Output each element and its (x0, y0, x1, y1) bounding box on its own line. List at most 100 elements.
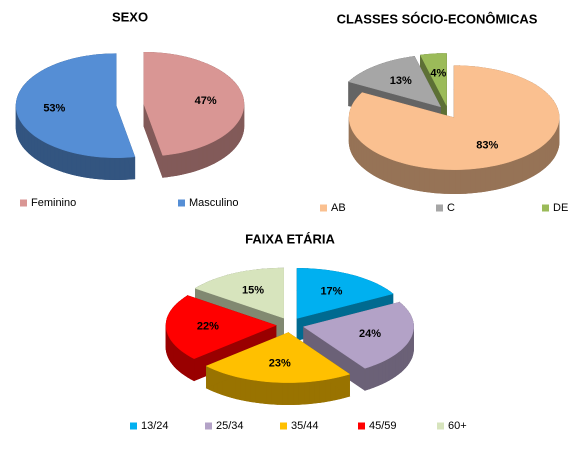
slice-side-face (245, 378, 252, 403)
slice-side-face (114, 157, 121, 180)
slice-side-face (171, 153, 178, 177)
slice-side-face (76, 153, 82, 177)
slice-side-face (522, 155, 527, 182)
data-label: 15% (242, 284, 264, 296)
slice-side-face (439, 168, 446, 194)
slice-side-face (460, 169, 467, 194)
slice-side-face (250, 379, 257, 403)
slice (348, 65, 560, 170)
slice-side-face (470, 168, 477, 194)
slice-side-face (176, 345, 180, 372)
chart-title: SEXO (112, 9, 148, 24)
legend-label: 35/44 (291, 420, 319, 432)
legend-swatch (320, 204, 327, 212)
slice-side-face (387, 157, 393, 185)
slice-side-face (419, 166, 425, 192)
chart-title: CLASSES SÓCIO-ECONÔMICAS (337, 11, 538, 26)
slice-side-face (276, 382, 284, 405)
slice (348, 56, 442, 108)
legend-swatch (542, 204, 549, 212)
slice-side-face (119, 157, 126, 181)
slice-side-face (377, 361, 383, 387)
slice-side-face (409, 164, 416, 191)
slice-side-face (517, 156, 523, 184)
slice-side-face (194, 147, 200, 172)
slice (303, 301, 414, 369)
slice-side-face (40, 139, 45, 165)
slice-side-face (95, 156, 101, 180)
slice-side-face (500, 162, 506, 189)
slice-side-face (449, 169, 456, 195)
slice-side-face (309, 380, 316, 405)
slice-side-face (210, 140, 215, 166)
slice-side-face (67, 150, 73, 175)
slice-side-face (240, 377, 247, 402)
legend-label: 60+ (448, 420, 467, 432)
slice-side-face (364, 366, 370, 391)
slice-side-face (373, 363, 379, 388)
slice-side-face (287, 382, 294, 405)
slice-side-face (50, 144, 56, 170)
slice-side-face (392, 353, 396, 379)
slice-side-face (190, 148, 196, 173)
data-label: 47% (195, 95, 217, 107)
slice-side-face (513, 158, 519, 185)
legend-label: AB (331, 202, 346, 214)
slice-side-face (385, 357, 390, 383)
slice-side-face (400, 162, 406, 189)
slice-side-face (529, 151, 534, 179)
slice-side-face (455, 169, 461, 195)
slice-side-face (47, 143, 52, 168)
slice-side-face (539, 144, 544, 173)
slice-side-face (314, 380, 321, 404)
slice-side-face (213, 138, 218, 164)
data-label: 23% (269, 357, 291, 369)
slice-side-face (490, 165, 497, 191)
slice-side-face (167, 153, 173, 178)
slice-side-face (37, 137, 41, 163)
slice-side-face (388, 355, 393, 381)
slice-side-face (266, 381, 273, 405)
legend-label: 25/34 (216, 420, 244, 432)
slice-side-face (547, 137, 551, 166)
slice-side-face (398, 349, 402, 375)
legend-swatch (178, 199, 185, 207)
slice (143, 52, 245, 156)
slice-side-face (495, 163, 502, 190)
slice-side-face (198, 145, 204, 171)
slice-side-face (475, 167, 482, 193)
legend-swatch (205, 422, 212, 430)
legend-label: Masculino (189, 197, 239, 209)
slice-side-face (444, 169, 451, 194)
legend-swatch (437, 422, 444, 430)
pie-chart: FAIXA ETÁRIA 15% 17% 22% 24% 23% 13/24 25/34 35/… (130, 231, 467, 432)
legend-swatch (436, 204, 443, 212)
slice-side-face (178, 348, 182, 374)
slice-side-face (34, 135, 38, 161)
slice-side-face (414, 165, 420, 192)
slice-side-face (356, 136, 360, 165)
slice-side-face (381, 359, 386, 385)
slice-side-face (26, 128, 30, 155)
slice-side-face (542, 142, 546, 171)
legend-label: 13/24 (141, 420, 169, 432)
slice-side-face (260, 380, 267, 405)
slice-side-face (173, 343, 177, 370)
slice-side-face (231, 126, 235, 152)
slice-side-face (379, 154, 385, 181)
slice-side-face (485, 165, 492, 192)
data-label: 22% (197, 321, 219, 333)
slice-side-face (176, 152, 182, 176)
slice-side-face (424, 167, 430, 193)
slice-side-face (304, 381, 311, 405)
legend-swatch (20, 199, 27, 207)
slice-side-face (184, 352, 188, 378)
slice-side-face (185, 149, 191, 174)
slice-side-face (71, 152, 77, 176)
slice-side-face (434, 168, 441, 194)
data-label: 13% (390, 75, 412, 87)
slice-side-face (85, 154, 91, 179)
legend-label: 45/59 (369, 420, 397, 432)
slice-side-face (395, 351, 399, 377)
